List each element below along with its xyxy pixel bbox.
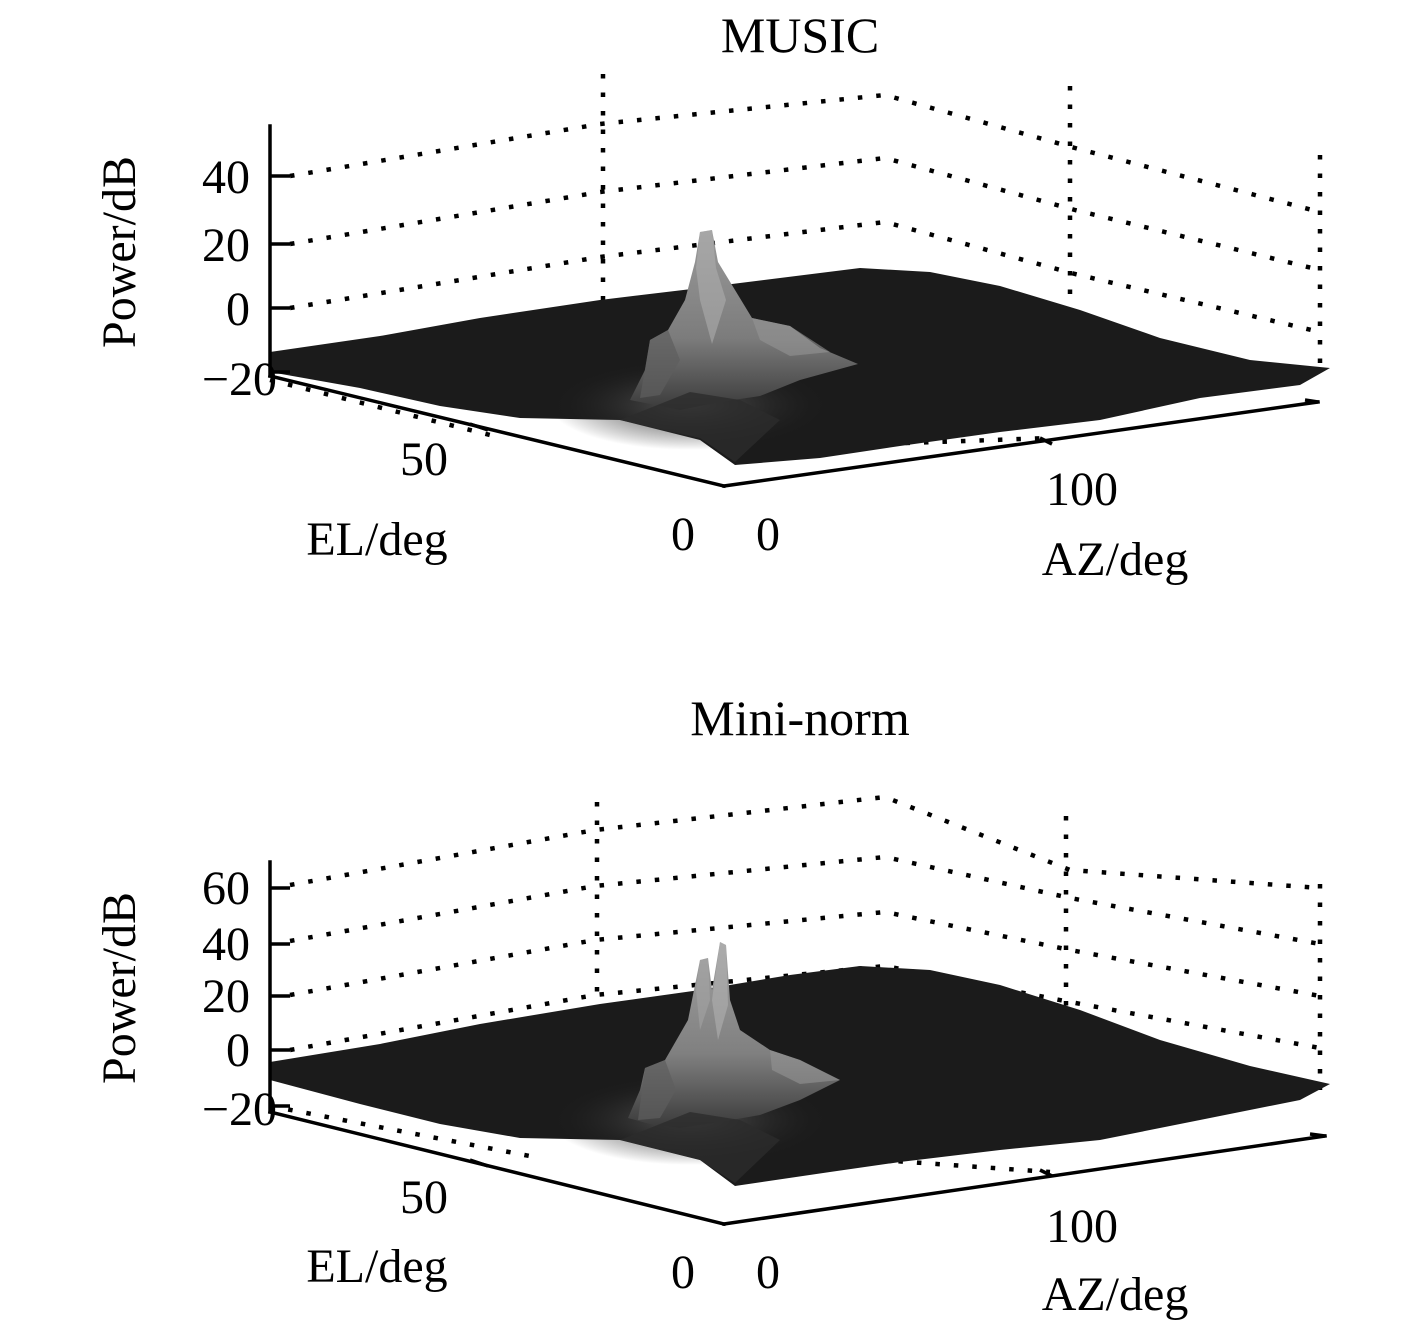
x-axis-label: EL/deg: [306, 513, 447, 566]
y-axis-label: AZ/deg: [1042, 1268, 1189, 1321]
surface-peak: [620, 230, 858, 462]
z-axis-label: Power/dB: [93, 156, 146, 348]
z-tick-label: 0: [226, 283, 250, 336]
y-tick-label: 0: [756, 1246, 780, 1299]
z-tick-label: 40: [202, 918, 250, 971]
grid-lines: [269, 74, 1323, 448]
axes: [267, 860, 1327, 1227]
z-tick-label: 60: [202, 862, 250, 915]
z-axis-label: Power/dB: [93, 892, 146, 1084]
x-tick-label: 0: [671, 508, 695, 561]
y-axis-label: AZ/deg: [1042, 533, 1189, 586]
z-tick-label: −20: [202, 353, 277, 406]
chart-title: MUSIC: [721, 7, 879, 63]
x-tick-label: 50: [400, 1171, 448, 1224]
axes: [267, 124, 1320, 489]
surface-peak: [620, 942, 840, 1183]
z-tick-label: 40: [202, 151, 250, 204]
y-tick-label: 100: [1046, 463, 1118, 516]
y-tick-label: 0: [756, 508, 780, 561]
z-tick-label: −20: [202, 1083, 277, 1136]
y-tick-label: 100: [1046, 1200, 1118, 1253]
z-tick-label: 20: [202, 219, 250, 272]
z-tick-label: 0: [226, 1024, 250, 1077]
x-tick-label: 50: [400, 433, 448, 486]
chart-music: MUSIC: [93, 7, 1330, 586]
grid-lines: [269, 794, 1323, 1175]
x-tick-label: 0: [671, 1246, 695, 1299]
x-axis-label: EL/deg: [306, 1240, 447, 1293]
chart-mini-norm: Mini-norm: [93, 690, 1330, 1321]
chart-title: Mini-norm: [690, 690, 910, 746]
z-tick-label: 20: [202, 970, 250, 1023]
